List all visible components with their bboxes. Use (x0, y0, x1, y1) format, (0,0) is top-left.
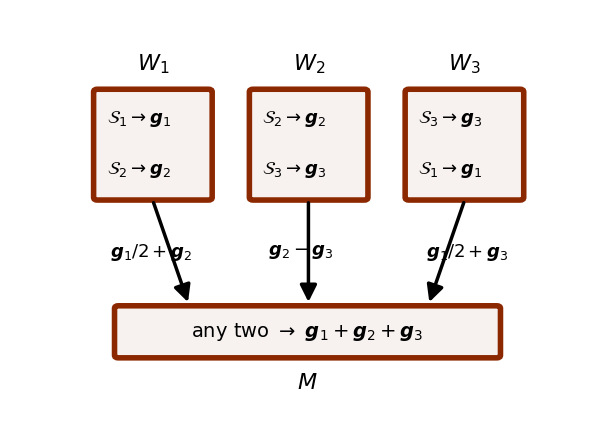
Text: $\boldsymbol{g}_1/2 + \boldsymbol{g}_3$: $\boldsymbol{g}_1/2 + \boldsymbol{g}_3$ (426, 242, 509, 262)
FancyBboxPatch shape (405, 89, 524, 200)
Text: $\mathcal{S}_1 \rightarrow \boldsymbol{g}_1$: $\mathcal{S}_1 \rightarrow \boldsymbol{g… (418, 160, 482, 180)
Text: $W_2$: $W_2$ (293, 52, 325, 76)
Text: $\mathcal{S}_3 \rightarrow \boldsymbol{g}_3$: $\mathcal{S}_3 \rightarrow \boldsymbol{g… (418, 109, 482, 129)
Text: $\boldsymbol{g}_1/2 + \boldsymbol{g}_2$: $\boldsymbol{g}_1/2 + \boldsymbol{g}_2$ (110, 242, 192, 262)
Text: any two $\rightarrow$ $\boldsymbol{g}_1 + \boldsymbol{g}_2 + \boldsymbol{g}_3$: any two $\rightarrow$ $\boldsymbol{g}_1 … (191, 321, 424, 343)
Text: $\boldsymbol{g}_2 - \boldsymbol{g}_3$: $\boldsymbol{g}_2 - \boldsymbol{g}_3$ (268, 243, 334, 261)
Text: $\mathcal{S}_1 \rightarrow \boldsymbol{g}_1$: $\mathcal{S}_1 \rightarrow \boldsymbol{g… (107, 109, 171, 129)
FancyBboxPatch shape (94, 89, 212, 200)
Text: $\mathcal{S}_2 \rightarrow \boldsymbol{g}_2$: $\mathcal{S}_2 \rightarrow \boldsymbol{g… (262, 109, 326, 129)
FancyBboxPatch shape (250, 89, 368, 200)
Text: $\mathcal{S}_3 \rightarrow \boldsymbol{g}_3$: $\mathcal{S}_3 \rightarrow \boldsymbol{g… (262, 160, 326, 180)
Text: $W_3$: $W_3$ (448, 52, 481, 76)
FancyBboxPatch shape (115, 306, 500, 358)
Text: $\mathcal{S}_2 \rightarrow \boldsymbol{g}_2$: $\mathcal{S}_2 \rightarrow \boldsymbol{g… (107, 160, 170, 180)
Text: $W_1$: $W_1$ (137, 52, 169, 76)
Text: $M$: $M$ (297, 373, 318, 393)
